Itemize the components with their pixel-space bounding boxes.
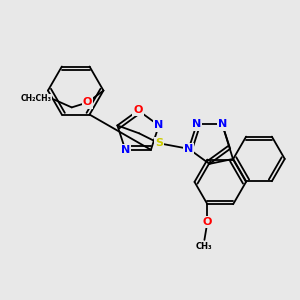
Text: N: N [184, 144, 193, 154]
Text: N: N [218, 119, 227, 129]
Text: O: O [134, 105, 143, 116]
Text: N: N [192, 119, 201, 129]
Text: CH₃: CH₃ [196, 242, 213, 251]
Text: S: S [155, 138, 163, 148]
Text: N: N [154, 120, 164, 130]
Text: N: N [121, 145, 130, 155]
Text: O: O [83, 98, 92, 107]
Text: O: O [203, 217, 212, 227]
Text: CH₂CH₃: CH₂CH₃ [21, 94, 52, 103]
